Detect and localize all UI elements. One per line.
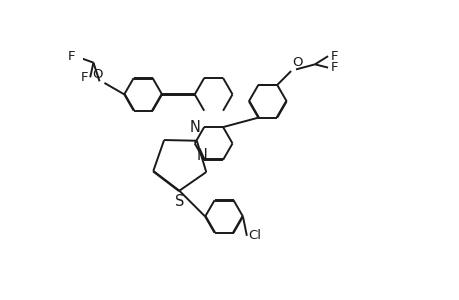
Text: F: F [330, 61, 337, 74]
Text: F: F [81, 71, 88, 84]
Text: O: O [92, 68, 102, 81]
Text: F: F [68, 50, 75, 63]
Text: N: N [196, 148, 207, 164]
Text: O: O [292, 56, 302, 69]
Text: F: F [330, 50, 337, 63]
Text: S: S [174, 194, 184, 209]
Text: Cl: Cl [248, 229, 261, 242]
Text: N: N [189, 120, 200, 135]
